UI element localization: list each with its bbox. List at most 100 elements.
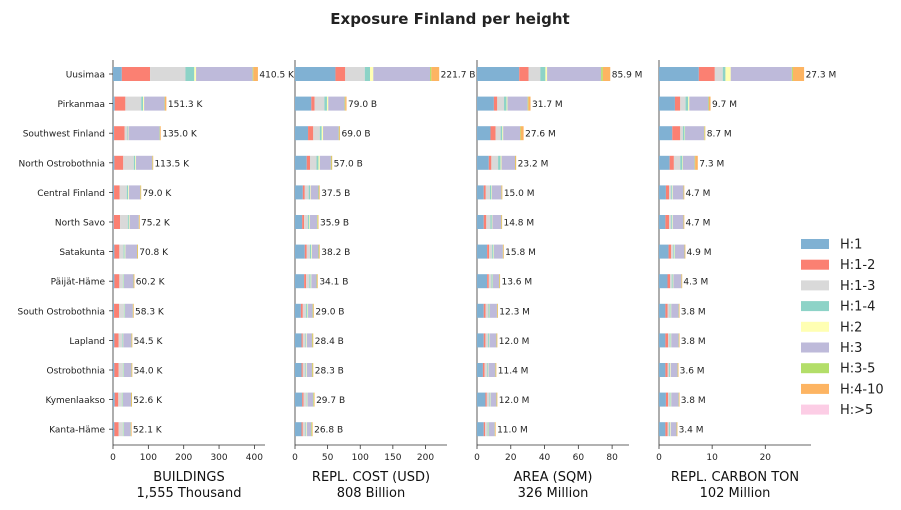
bar-segment-H:3-5 (791, 67, 793, 81)
bar-segment-H:1-4 (680, 155, 683, 170)
bar-segment-H:2 (318, 155, 320, 170)
bar-segment-H:1 (659, 185, 666, 200)
bar-segment-H:1-4 (308, 185, 311, 200)
bar-segment-H:2 (492, 274, 494, 289)
bar-segment-H:1-4 (491, 274, 493, 289)
bar-segment-H:1-3 (669, 185, 672, 200)
bar-segment-H:4-10 (131, 422, 132, 437)
bar-segment-H:1-4 (540, 67, 546, 81)
bar-segment-H:1-4 (673, 244, 675, 259)
bar-segment-H:1-4 (498, 155, 501, 170)
bar-segment-H:1-4 (126, 185, 129, 200)
bar-segment-H:2 (670, 333, 672, 348)
bar-segment-H:1-2 (300, 303, 303, 318)
bar-segment-H:3 (672, 215, 684, 229)
bar-segment-H:1 (659, 155, 670, 170)
bar-segment-H:1-4 (305, 363, 307, 377)
bar-segment-H:3-5 (311, 422, 312, 437)
bar-segment-H:1-2 (493, 96, 498, 111)
value-label: 29.7 B (316, 396, 345, 406)
bar-segment-H:1 (659, 215, 666, 229)
value-label: 79.0 B (348, 100, 377, 110)
bar-segment-H:4-10 (683, 215, 685, 229)
value-label: 52.6 K (133, 396, 163, 406)
bar-segment-H:3 (310, 215, 318, 229)
bar-segment-H:3-5 (140, 185, 141, 200)
bar-segment-H:1-4 (127, 215, 129, 229)
bar-segment-H:1-2 (304, 274, 307, 289)
value-label: 75.2 K (141, 219, 171, 229)
bar-segment-H:1-2 (114, 155, 124, 170)
bar-segment-H:2 (500, 155, 502, 170)
bar-segment-H:1-3 (306, 274, 310, 289)
bar-segment-H:2 (545, 67, 548, 81)
bar-segment-H:1-3 (485, 422, 488, 437)
bar-segment-H:4-10 (528, 96, 531, 111)
bar-segment-H:3 (671, 333, 679, 348)
value-label: 52.1 K (133, 426, 163, 436)
bar-segment-H:4-10 (676, 422, 678, 437)
bar-segment-H:1 (477, 363, 483, 377)
bar-segment-H:3 (323, 126, 339, 141)
bar-segment-H:1-4 (364, 67, 371, 81)
bar-segment-H:3 (125, 244, 138, 259)
legend-label: H:>5 (840, 403, 873, 418)
bar-segment-H:1-4 (490, 215, 492, 229)
bar-segment-H:1-3 (310, 155, 317, 170)
bar-segment-H:1-4 (306, 303, 308, 318)
bar-segment-H:1 (659, 244, 669, 259)
bar-segment-H:1-3 (680, 96, 686, 111)
bar-segment-H:3-5 (494, 422, 496, 437)
value-label: 11.4 M (498, 367, 529, 377)
bar-segment-H:4-10 (345, 96, 347, 111)
value-label: 3.4 M (679, 426, 704, 436)
bar-segment-H:1-2 (674, 96, 681, 111)
bar-segment-H:1-4 (669, 422, 671, 437)
value-label: 29.0 B (315, 307, 344, 317)
bar-segment-H:2 (491, 185, 492, 200)
bar-segment-H:1-3 (669, 215, 672, 229)
bar-segment-H:3 (144, 96, 165, 111)
bar-segment-H:2 (489, 303, 491, 318)
bar-segment-H:1 (113, 274, 115, 289)
bar-segment-H:3 (492, 215, 502, 229)
bar-segment-H:2 (194, 67, 197, 81)
bar-segment-H:1-4 (669, 363, 671, 377)
bar-segment-H:3 (306, 333, 312, 348)
bar-segment-H:2 (124, 303, 126, 318)
bar-segment-H:3-5 (527, 96, 529, 111)
bar-segment-H:1 (477, 126, 491, 141)
bar-segment-H:3 (489, 333, 497, 348)
value-label: 11.0 M (497, 426, 528, 436)
bar-segment-H:1-3 (314, 96, 325, 111)
bar-segment-H:1-2 (306, 155, 311, 170)
bar-segment-H:2 (370, 67, 374, 81)
bar-segment-H:1-3 (302, 303, 307, 318)
bar-segment-H:4-10 (495, 363, 497, 377)
bar-segment-H:2 (123, 363, 125, 377)
bar-segment-H:1-4 (685, 96, 689, 111)
bar-segment-H:1-4 (488, 333, 490, 348)
bar-segment-H:1-2 (672, 126, 681, 141)
bar-segment-H:3-5 (312, 303, 314, 318)
region-label: Päijät-Häme (51, 278, 106, 288)
bar-segment-H:1-2 (114, 126, 125, 141)
bar-segment-H:2 (310, 274, 312, 289)
bar-segment-H:1-2 (114, 303, 120, 318)
bar-segment-H:3 (196, 67, 253, 81)
bar-segment-H:3-5 (313, 392, 314, 407)
bar-segment-H:3 (125, 303, 133, 318)
bar-segment-H:2 (326, 96, 329, 111)
bar-segment-H:1-2 (114, 96, 126, 111)
bar-segment-H:3 (689, 96, 709, 111)
bar-segment-H:3 (319, 155, 331, 170)
bar-segment-H:1-3 (667, 422, 670, 437)
bar-segment-H:1-4 (487, 363, 489, 377)
bar-segment-H:3 (670, 422, 677, 437)
bar-segment-H:1-4 (127, 126, 129, 141)
bar-segment-H:1-3 (714, 67, 723, 81)
bar-segment-H:1 (295, 215, 303, 229)
value-label: 7.3 M (699, 159, 724, 169)
bar-segment-H:3 (129, 215, 139, 229)
